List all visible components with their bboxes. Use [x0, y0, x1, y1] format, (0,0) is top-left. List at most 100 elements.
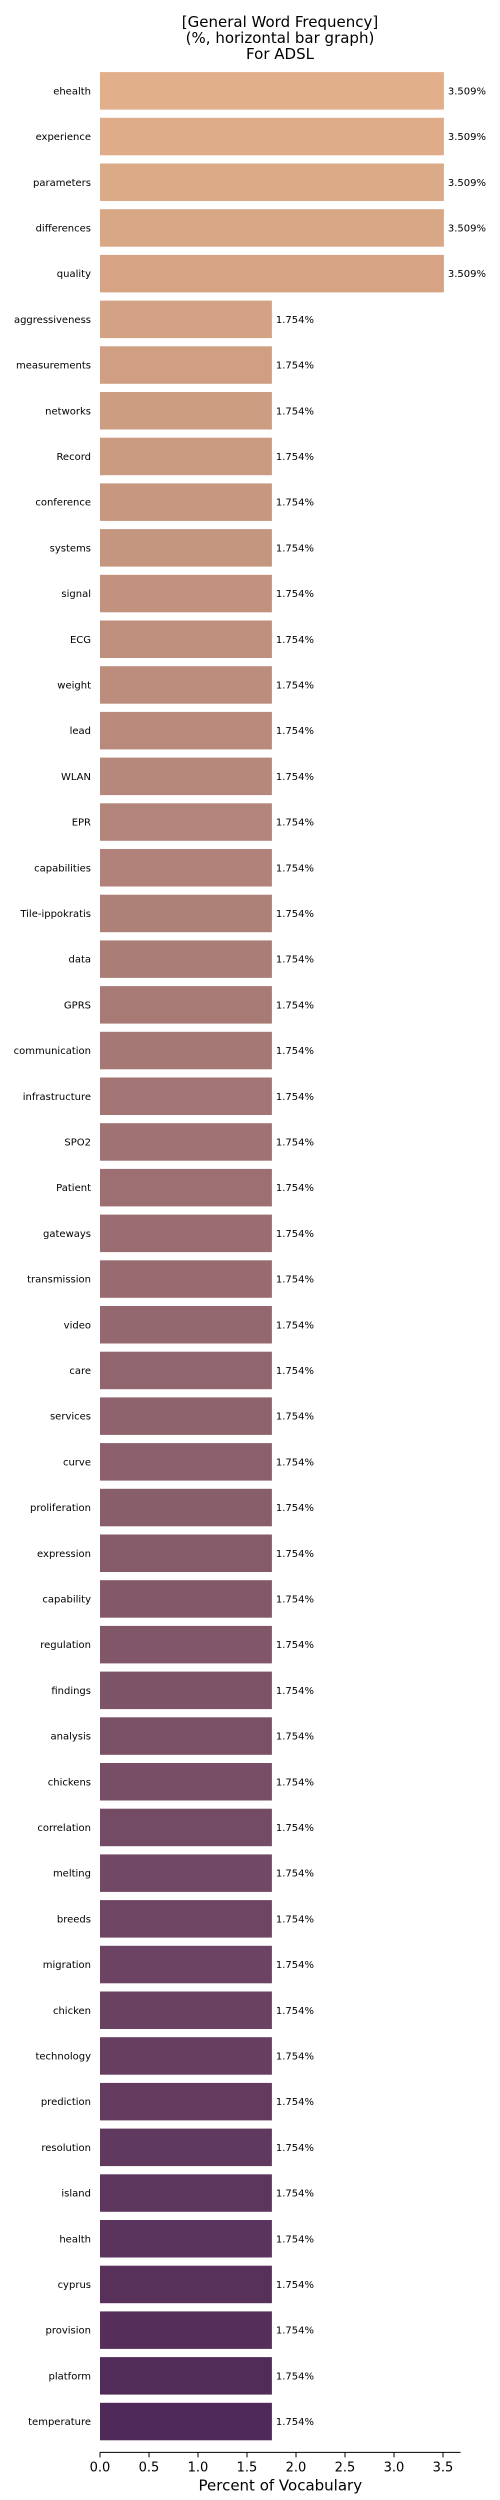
bar-gateways [100, 1214, 272, 1253]
value-label: 1.754% [276, 1869, 314, 1880]
category-label: prediction [41, 2097, 91, 2108]
value-label: 1.754% [276, 1275, 314, 1286]
bar-proliferation [100, 1488, 272, 1527]
category-label: temperature [28, 2417, 91, 2428]
value-label: 3.509% [448, 269, 486, 280]
value-label: 1.754% [276, 635, 314, 646]
bar-temperature [100, 2402, 272, 2441]
bar-wlan [100, 757, 272, 796]
chart-title-line-3: For ADSL [246, 45, 315, 63]
bar-video [100, 1306, 272, 1344]
value-label: 1.754% [276, 909, 314, 920]
category-label: SPO2 [64, 1138, 91, 1149]
chart-title-line-2: (%, horizontal bar graph) [186, 29, 375, 47]
bar-measurements [100, 346, 272, 384]
value-label: 3.509% [448, 224, 486, 235]
x-tick-label: 3.0 [384, 2460, 405, 2475]
value-label: 1.754% [276, 772, 314, 783]
value-label: 1.754% [276, 1183, 314, 1194]
bar-correlation [100, 1808, 272, 1847]
value-label: 1.754% [276, 2234, 314, 2245]
value-label: 1.754% [276, 1777, 314, 1788]
value-label: 1.754% [276, 818, 314, 829]
value-label: 1.754% [276, 1914, 314, 1925]
category-label: lead [70, 726, 91, 737]
category-label: transmission [27, 1275, 91, 1286]
value-label: 1.754% [276, 1823, 314, 1834]
category-label: conference [35, 498, 91, 509]
value-label: 1.754% [276, 1366, 314, 1377]
bar-ehealth [100, 72, 444, 110]
category-label: differences [36, 224, 91, 235]
value-label: 1.754% [276, 2371, 314, 2382]
value-label: 1.754% [276, 589, 314, 600]
bar-resolution [100, 2128, 272, 2167]
value-label: 1.754% [276, 2189, 314, 2200]
value-label: 1.754% [276, 726, 314, 737]
category-label: findings [51, 1686, 91, 1697]
x-tick-label: 1.0 [188, 2460, 209, 2475]
category-label: ehealth [53, 86, 91, 97]
value-label: 1.754% [276, 1000, 314, 1011]
category-label: communication [14, 1046, 91, 1057]
bar-regulation [100, 1625, 272, 1664]
bar-curve [100, 1443, 272, 1481]
value-label: 1.754% [276, 2052, 314, 2063]
category-label: quality [57, 269, 91, 280]
value-label: 1.754% [276, 1595, 314, 1606]
category-label: provision [46, 2326, 92, 2337]
category-label: video [64, 1320, 91, 1331]
bar-infrastructure [100, 1077, 272, 1115]
bar-chicken [100, 1991, 272, 2029]
category-label: gateways [43, 1229, 91, 1240]
bar-patient [100, 1168, 272, 1207]
bar-quality [100, 254, 444, 293]
category-label: regulation [40, 1640, 91, 1651]
category-label: data [68, 955, 91, 966]
bar-gprs [100, 986, 272, 1024]
x-tick-label: 3.5 [433, 2460, 454, 2475]
bar-capability [100, 1580, 272, 1618]
category-label: chicken [53, 2006, 91, 2017]
x-tick-label: 2.5 [335, 2460, 356, 2475]
bar-expression [100, 1534, 272, 1572]
category-label: networks [45, 406, 91, 417]
value-label: 1.754% [276, 2280, 314, 2291]
bar-conference [100, 483, 272, 521]
value-label: 1.754% [276, 406, 314, 417]
bar-tile-ippokratis [100, 894, 272, 933]
value-label: 1.754% [276, 498, 314, 509]
category-label: WLAN [61, 772, 91, 783]
bar-provision [100, 2311, 272, 2349]
bar-communication [100, 1031, 272, 1070]
value-label: 1.754% [276, 315, 314, 326]
bar-capabilities [100, 849, 272, 887]
category-label: migration [43, 1960, 91, 1971]
category-label: Patient [56, 1183, 91, 1194]
category-label: aggressiveness [14, 315, 91, 326]
value-label: 1.754% [276, 2326, 314, 2337]
bar-spo2 [100, 1123, 272, 1161]
category-label: platform [49, 2371, 92, 2382]
bar-epr [100, 803, 272, 841]
x-tick-label: 1.5 [237, 2460, 258, 2475]
value-label: 1.754% [276, 2417, 314, 2428]
value-label: 1.754% [276, 863, 314, 874]
bar-record [100, 437, 272, 476]
bar-transmission [100, 1260, 272, 1298]
bar-melting [100, 1854, 272, 1892]
bar-ecg [100, 620, 272, 658]
value-label: 1.754% [276, 1092, 314, 1103]
x-tick-label: 0.5 [139, 2460, 160, 2475]
value-label: 1.754% [276, 1503, 314, 1514]
category-label: resolution [41, 2143, 91, 2154]
bar-health [100, 2220, 272, 2258]
value-label: 1.754% [276, 1686, 314, 1697]
value-label: 1.754% [276, 2143, 314, 2154]
bar-breeds [100, 1900, 272, 1938]
value-label: 1.754% [276, 1549, 314, 1560]
x-tick-label: 0.0 [90, 2460, 111, 2475]
chart-title: [General Word Frequency] (%, horizontal … [182, 13, 378, 63]
bar-differences [100, 209, 444, 247]
category-label: cyprus [58, 2280, 91, 2291]
